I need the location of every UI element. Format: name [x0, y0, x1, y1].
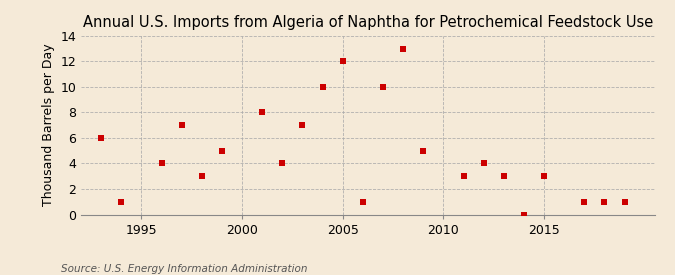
Point — [116, 200, 127, 204]
Point — [358, 200, 369, 204]
Title: Annual U.S. Imports from Algeria of Naphtha for Petrochemical Feedstock Use: Annual U.S. Imports from Algeria of Naph… — [83, 15, 653, 31]
Point — [297, 123, 308, 127]
Point — [619, 200, 630, 204]
Point — [256, 110, 267, 115]
Point — [458, 174, 469, 178]
Point — [217, 148, 227, 153]
Point — [317, 85, 328, 89]
Point — [518, 212, 529, 217]
Point — [156, 161, 167, 166]
Point — [398, 46, 408, 51]
Point — [277, 161, 288, 166]
Point — [377, 85, 388, 89]
Y-axis label: Thousand Barrels per Day: Thousand Barrels per Day — [42, 44, 55, 207]
Point — [539, 174, 549, 178]
Point — [579, 200, 590, 204]
Point — [498, 174, 509, 178]
Text: Source: U.S. Energy Information Administration: Source: U.S. Energy Information Administ… — [61, 264, 307, 274]
Point — [176, 123, 187, 127]
Point — [478, 161, 489, 166]
Point — [418, 148, 429, 153]
Point — [196, 174, 207, 178]
Point — [96, 136, 107, 140]
Point — [599, 200, 610, 204]
Point — [338, 59, 348, 64]
